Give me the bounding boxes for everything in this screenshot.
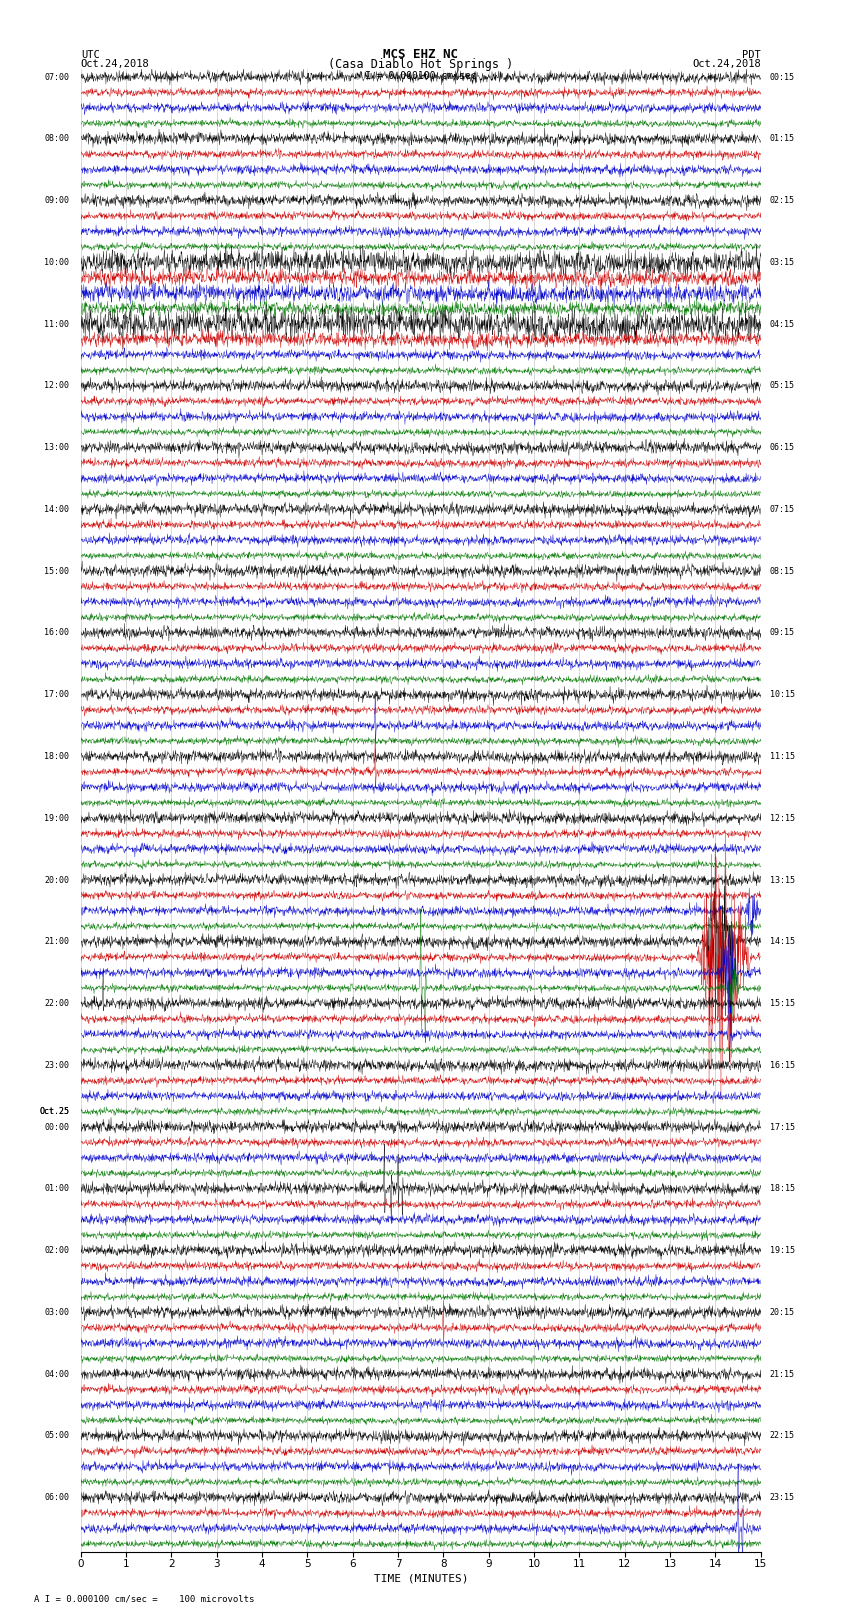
- Text: 12:00: 12:00: [44, 381, 70, 390]
- Text: 10:00: 10:00: [44, 258, 70, 266]
- Text: 06:00: 06:00: [44, 1494, 70, 1502]
- Text: UTC: UTC: [81, 50, 99, 60]
- Text: 07:15: 07:15: [770, 505, 795, 515]
- Text: 13:15: 13:15: [770, 876, 795, 884]
- Text: 14:00: 14:00: [44, 505, 70, 515]
- Text: 19:15: 19:15: [770, 1247, 795, 1255]
- Text: 23:15: 23:15: [770, 1494, 795, 1502]
- Text: A I = 0.000100 cm/sec =    100 microvolts: A I = 0.000100 cm/sec = 100 microvolts: [34, 1594, 254, 1603]
- Text: 17:00: 17:00: [44, 690, 70, 698]
- Text: 10:15: 10:15: [770, 690, 795, 698]
- Text: 16:15: 16:15: [770, 1061, 795, 1069]
- Text: 21:00: 21:00: [44, 937, 70, 947]
- Text: 09:00: 09:00: [44, 197, 70, 205]
- Text: 22:00: 22:00: [44, 998, 70, 1008]
- Text: 08:15: 08:15: [770, 566, 795, 576]
- Text: 15:00: 15:00: [44, 566, 70, 576]
- Text: 02:15: 02:15: [770, 197, 795, 205]
- Text: Oct.25: Oct.25: [39, 1107, 70, 1116]
- Text: Oct.25: Oct.25: [39, 1107, 70, 1116]
- Text: 18:00: 18:00: [44, 752, 70, 761]
- Text: 18:15: 18:15: [770, 1184, 795, 1194]
- Text: 12:15: 12:15: [770, 813, 795, 823]
- Text: 03:00: 03:00: [44, 1308, 70, 1316]
- Text: 17:15: 17:15: [770, 1123, 795, 1132]
- Text: Oct.24,2018: Oct.24,2018: [81, 60, 150, 69]
- Text: (Casa Diablo Hot Springs ): (Casa Diablo Hot Springs ): [328, 58, 513, 71]
- Text: 05:00: 05:00: [44, 1431, 70, 1440]
- Text: I = 0.000100 cm/sec: I = 0.000100 cm/sec: [365, 71, 477, 81]
- Text: 00:15: 00:15: [770, 73, 795, 82]
- Text: MCS EHZ NC: MCS EHZ NC: [383, 48, 458, 61]
- Text: 20:00: 20:00: [44, 876, 70, 884]
- X-axis label: TIME (MINUTES): TIME (MINUTES): [373, 1574, 468, 1584]
- Text: 11:15: 11:15: [770, 752, 795, 761]
- Text: 03:15: 03:15: [770, 258, 795, 266]
- Text: 00:00: 00:00: [44, 1123, 70, 1132]
- Text: 13:00: 13:00: [44, 444, 70, 452]
- Text: 23:00: 23:00: [44, 1061, 70, 1069]
- Text: 02:00: 02:00: [44, 1247, 70, 1255]
- Text: 07:00: 07:00: [44, 73, 70, 82]
- Text: 05:15: 05:15: [770, 381, 795, 390]
- Text: 16:00: 16:00: [44, 629, 70, 637]
- Text: 15:15: 15:15: [770, 998, 795, 1008]
- Text: 14:15: 14:15: [770, 937, 795, 947]
- Text: 09:15: 09:15: [770, 629, 795, 637]
- Text: 04:00: 04:00: [44, 1369, 70, 1379]
- Text: 08:00: 08:00: [44, 134, 70, 144]
- Text: 06:15: 06:15: [770, 444, 795, 452]
- Text: 01:15: 01:15: [770, 134, 795, 144]
- Text: 22:15: 22:15: [770, 1431, 795, 1440]
- Text: 01:00: 01:00: [44, 1184, 70, 1194]
- Text: 11:00: 11:00: [44, 319, 70, 329]
- Text: PDT: PDT: [742, 50, 761, 60]
- Text: 04:15: 04:15: [770, 319, 795, 329]
- Text: 20:15: 20:15: [770, 1308, 795, 1316]
- Text: 19:00: 19:00: [44, 813, 70, 823]
- Text: 21:15: 21:15: [770, 1369, 795, 1379]
- Text: Oct.24,2018: Oct.24,2018: [692, 60, 761, 69]
